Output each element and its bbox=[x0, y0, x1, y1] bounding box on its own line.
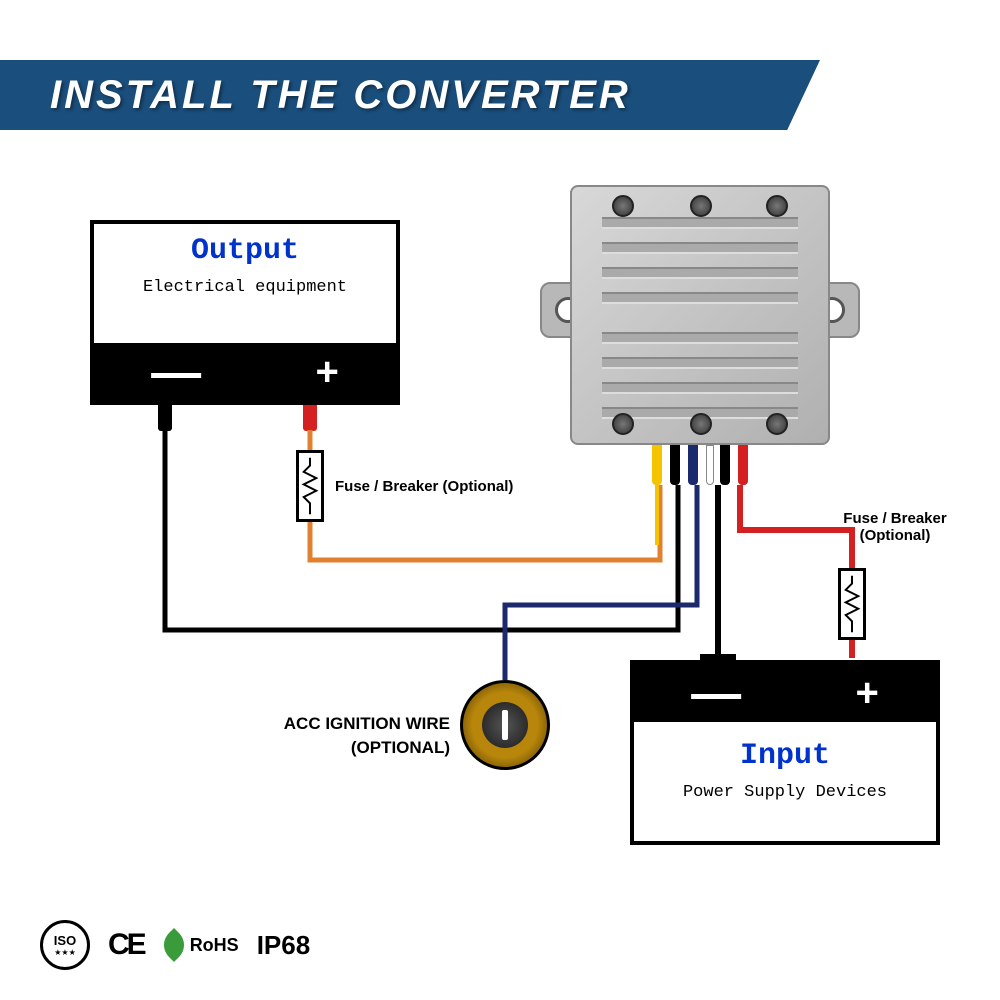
wiring-layer bbox=[0, 0, 1000, 1000]
input-terminal-bar: — + bbox=[634, 664, 936, 722]
fuse-input bbox=[838, 568, 866, 640]
output-plus: + bbox=[315, 352, 338, 392]
header-banner: INSTALL THE CONVERTER bbox=[0, 60, 820, 130]
iso-badge: ISO ★★★ bbox=[40, 920, 90, 970]
output-terminal-bar: — + bbox=[94, 343, 396, 401]
input-plus: + bbox=[855, 673, 878, 713]
converter-wire-stubs bbox=[652, 445, 752, 485]
output-subtitle: Electrical equipment bbox=[94, 278, 396, 297]
input-box: — + Input Power Supply Devices bbox=[630, 660, 940, 845]
ignition-switch bbox=[460, 680, 550, 770]
input-subtitle: Power Supply Devices bbox=[634, 783, 936, 802]
certification-badges: ISO ★★★ CE RoHS IP68 bbox=[40, 920, 310, 970]
ip68-badge: IP68 bbox=[257, 930, 311, 961]
output-minus: — bbox=[151, 347, 201, 397]
converter-body bbox=[570, 185, 830, 445]
ce-badge: CE bbox=[108, 928, 144, 962]
output-box: Output Electrical equipment — + bbox=[90, 220, 400, 405]
output-title: Output bbox=[94, 234, 396, 268]
leaf-icon bbox=[157, 928, 191, 962]
converter-device bbox=[555, 170, 845, 460]
fuse-output-label: Fuse / Breaker (Optional) bbox=[335, 478, 513, 495]
fuse-input-label: Fuse / Breaker(Optional) bbox=[830, 510, 960, 544]
fuse-output bbox=[296, 450, 324, 522]
header-title: INSTALL THE CONVERTER bbox=[50, 73, 631, 118]
ignition-label: ACC IGNITION WIRE (OPTIONAL) bbox=[260, 712, 450, 760]
input-title: Input bbox=[634, 739, 936, 773]
input-minus: — bbox=[691, 668, 741, 718]
rohs-badge: RoHS bbox=[162, 933, 239, 957]
